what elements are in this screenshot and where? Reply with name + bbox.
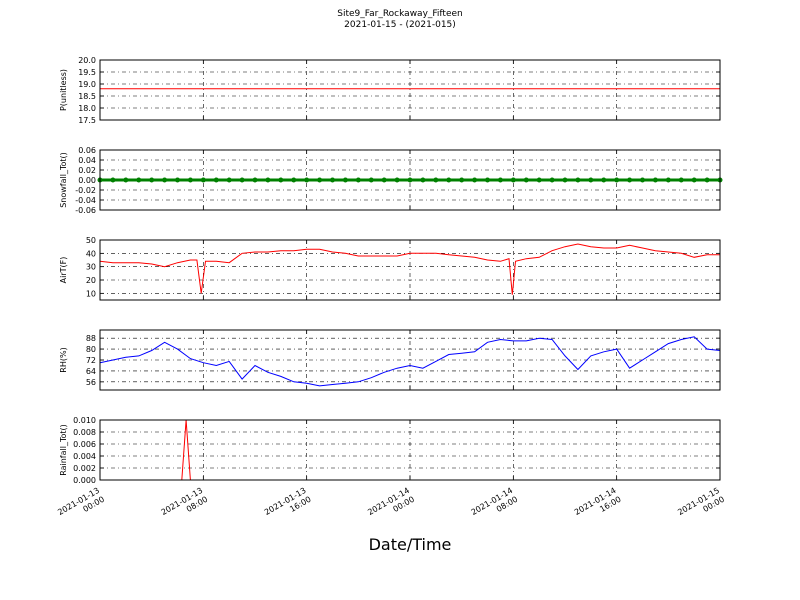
y-tick-label: 64 [86,367,96,376]
x-tick-label: 2021-01-1300:00 [56,486,106,526]
y-tick-label: 20.0 [78,56,96,65]
plot-frame [99,239,721,301]
y-tick-label: 0.010 [73,416,96,425]
data-point [588,177,594,183]
data-point [110,177,116,183]
data-point [446,177,452,183]
chart-title: Site9_Far_Rockaway_Fifteen [337,9,463,19]
y-tick-label: 0.004 [73,452,96,461]
y-tick-label: 19.0 [78,80,96,89]
data-point [226,177,232,183]
data-point [523,177,529,183]
data-point [123,177,129,183]
x-tick-label: 2021-01-1400:00 [366,486,416,526]
data-point [355,177,361,183]
data-point [368,177,374,183]
data-point [187,177,193,183]
y-tick-label: 88 [86,334,96,343]
plot-frame [99,419,721,481]
data-point [562,177,568,183]
data-point [342,177,348,183]
y-tick-label: 30 [86,263,96,272]
data-point [665,177,671,183]
y-tick-label: 0.00 [78,176,96,185]
x-tick-label: 2021-01-1500:00 [676,486,726,526]
y-tick-label: 50 [86,236,96,245]
plot-frame [99,59,721,121]
data-point [510,177,516,183]
y-tick-label: 18.0 [78,104,96,113]
y-tick-label: 0.002 [73,464,96,473]
data-point [136,177,142,183]
x-axis-label: Date/Time [369,535,452,554]
plot-frame [99,149,721,211]
y-axis-label: P(unitless) [59,69,68,111]
y-tick-label: 0.000 [73,476,96,485]
data-point [485,177,490,183]
data-point [459,177,465,183]
data-point [549,177,555,183]
y-tick-label: 18.5 [78,92,96,101]
data-point [265,177,271,183]
y-tick-label: 0.06 [78,146,96,155]
chart-subtitle: 2021-01-15 - (2021-015) [344,20,456,30]
data-point [407,177,413,183]
data-point [330,177,335,183]
y-tick-label: -0.02 [75,186,96,195]
data-line [99,243,720,295]
data-point [601,177,607,183]
y-tick-label: 19.5 [78,68,96,77]
y-tick-label: 72 [86,356,96,365]
data-point [691,177,697,183]
data-point [200,177,206,183]
data-point [278,177,284,183]
data-point [252,177,258,183]
data-point [652,177,658,183]
plot-frame [99,329,721,391]
y-tick-label: -0.04 [75,196,96,205]
x-tick-label: 2021-01-1316:00 [263,486,313,526]
data-point [304,177,310,183]
data-point [394,177,400,183]
data-point [381,177,387,183]
data-point [239,177,245,183]
data-point [575,177,581,183]
data-point [472,177,478,183]
y-tick-label: 0.008 [73,428,96,437]
data-point [627,177,633,183]
data-point [678,177,684,183]
data-point [149,177,155,183]
y-tick-label: 0.006 [73,440,96,449]
data-line [99,336,721,387]
y-axis-label: RH(%) [59,347,68,372]
data-point [175,177,180,183]
data-point [614,177,620,183]
y-tick-label: 0.04 [78,156,96,165]
y-axis-label: Snowfall_Tot() [59,152,68,208]
data-point [291,177,297,183]
y-tick-label: 0.02 [78,166,96,175]
x-tick-label: 2021-01-1416:00 [573,486,623,526]
x-tick-label: 2021-01-1408:00 [470,486,520,526]
data-point [162,177,168,183]
x-tick-label: 2021-01-1308:00 [160,486,210,526]
y-axis-label: Rainfall_Tot() [59,424,68,476]
data-point [213,177,219,183]
y-tick-label: 80 [86,345,96,354]
y-tick-label: 17.5 [78,116,96,125]
data-point [536,177,542,183]
y-tick-label: -0.06 [75,206,96,215]
y-tick-label: 40 [86,249,96,258]
data-point [640,177,645,183]
data-point [420,177,426,183]
data-point [433,177,439,183]
data-point [497,177,503,183]
y-tick-label: 10 [86,289,96,298]
data-point [704,177,710,183]
data-point [317,177,323,183]
y-axis-label: AirT(F) [59,257,68,284]
y-tick-label: 56 [86,378,96,387]
y-tick-label: 20 [86,276,96,285]
